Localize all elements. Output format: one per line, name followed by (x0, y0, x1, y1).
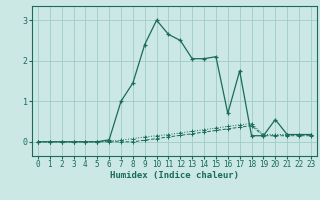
X-axis label: Humidex (Indice chaleur): Humidex (Indice chaleur) (110, 171, 239, 180)
